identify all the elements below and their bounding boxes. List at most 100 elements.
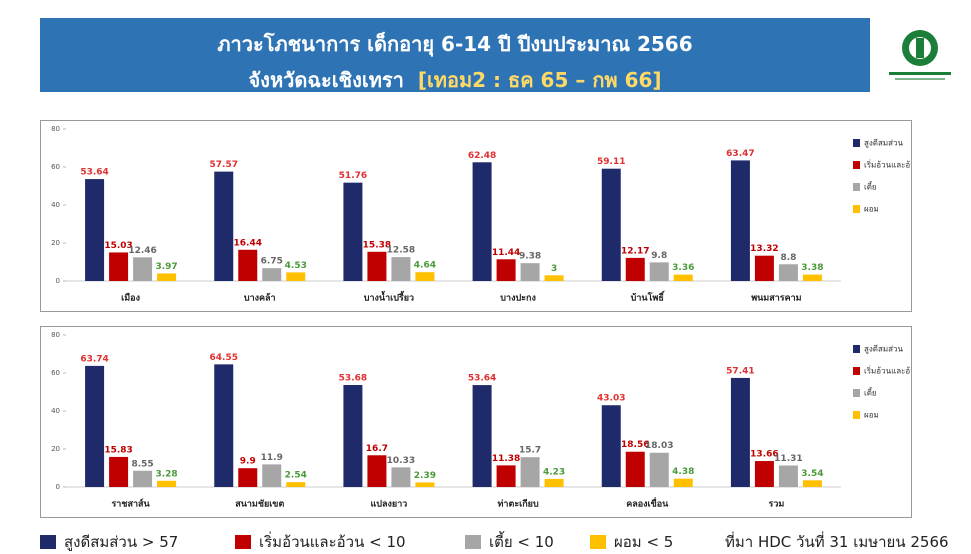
data-label: 3 — [551, 264, 557, 274]
subtitle: จังหวัดฉะเชิงเทรา — [248, 68, 404, 92]
period: [เทอม2 : ธค 65 – กพ 66] — [417, 68, 662, 92]
chart: 0 20 40 60 80 ราชสาส์น 63.74 15.83 8.553.28 สนามช… — [51, 331, 921, 510]
x-tick-label: เมือง — [121, 292, 140, 304]
footer-legend: ผอม < 5 — [614, 533, 674, 551]
subtitle-row: จังหวัดฉะเชิงเทรา [เทอม2 : ธค 65 – กพ 66… — [40, 64, 870, 96]
bar — [157, 480, 177, 487]
x-tick-label: สนามชัยเขต — [235, 499, 284, 510]
bar — [544, 275, 564, 281]
y-tick-label: 60 — [51, 369, 60, 377]
bar — [802, 274, 822, 281]
legend-swatch — [853, 205, 860, 213]
bar — [520, 457, 540, 487]
footer-item: ผอม < 5 — [590, 530, 673, 554]
data-label: 63.47 — [726, 149, 754, 159]
y-tick-label: 20 — [51, 239, 60, 247]
legend-label: เริ่มอ้วนและอ้วน — [864, 365, 911, 376]
bar — [802, 480, 822, 487]
data-label: 57.41 — [726, 366, 754, 376]
x-tick-label: รวม — [769, 500, 785, 510]
legend-label: เตี้ย — [864, 387, 877, 398]
data-label: 59.11 — [597, 157, 625, 167]
data-label: 3.38 — [801, 263, 823, 273]
data-label: 13.66 — [750, 450, 778, 460]
bar — [109, 456, 129, 487]
bar — [673, 478, 693, 487]
bar — [391, 467, 411, 487]
footer-legend: สูงดีสมส่วน > 57 — [64, 533, 179, 551]
bar — [778, 465, 798, 487]
footer-item: เตี้ย < 10 — [465, 530, 554, 554]
bar — [214, 171, 234, 281]
bar — [472, 162, 492, 281]
title-banner: ภาวะโภชนาการ เด็กอายุ 6-14 ปี ปีงบประมาณ… — [40, 18, 870, 92]
bar — [262, 268, 282, 281]
data-label: 51.76 — [339, 171, 367, 181]
bar — [415, 272, 435, 281]
data-label: 2.54 — [285, 471, 307, 481]
x-tick-label: บางปะกง — [500, 293, 536, 304]
bar — [496, 465, 516, 487]
bar — [754, 255, 774, 281]
bar — [625, 451, 645, 487]
bar — [214, 364, 234, 487]
bar — [673, 274, 693, 281]
data-label: 11.31 — [774, 454, 802, 464]
data-label: 9.38 — [519, 252, 541, 262]
bar — [238, 249, 258, 281]
chart-panel: 0 20 40 60 80 ราชสาส์น 63.74 15.83 8.55 3.28 สนามช… — [40, 326, 921, 518]
legend-swatch — [853, 411, 860, 419]
data-label: 15.83 — [104, 445, 132, 455]
data-label: 12.46 — [128, 246, 156, 256]
footer: สูงดีสมส่วน > 57 เริ่มอ้วนและอ้วน < 10 เ… — [10, 528, 970, 552]
bar — [391, 257, 411, 281]
data-label: 15.38 — [363, 240, 391, 250]
data-label: 43.03 — [597, 394, 625, 404]
bar — [367, 455, 387, 487]
bar — [286, 272, 306, 281]
data-label: 6.75 — [261, 257, 283, 267]
data-label: 62.48 — [468, 151, 496, 161]
bar — [415, 482, 435, 487]
data-label: 3.36 — [672, 263, 694, 273]
bar — [544, 478, 564, 487]
bar — [625, 257, 645, 281]
x-tick-label: ราชสาส์น — [111, 498, 150, 510]
bar — [238, 468, 258, 487]
data-label: 11.38 — [492, 454, 520, 464]
legend-swatch — [853, 389, 860, 397]
bar — [730, 377, 750, 487]
bar — [496, 259, 516, 281]
data-label: 4.64 — [414, 261, 436, 271]
data-label: 3.97 — [155, 262, 177, 272]
data-label: 12.17 — [621, 246, 649, 256]
chart-panel: 0 20 40 60 80 เมือง 53.64 15.03 12.46 3.97 บางคล้า… — [40, 120, 921, 312]
data-label: 13.32 — [750, 244, 778, 254]
legend-swatch — [853, 183, 860, 191]
data-label: 18.56 — [621, 440, 649, 450]
bar — [133, 470, 153, 487]
data-label: 3.54 — [801, 469, 823, 479]
data-label: 63.74 — [80, 354, 108, 364]
bar — [109, 252, 129, 281]
legend-swatch — [853, 345, 860, 353]
data-label: 53.64 — [80, 168, 108, 178]
x-tick-label: ท่าตะเกียบ — [497, 499, 538, 510]
bar — [754, 461, 774, 487]
bar — [133, 257, 153, 281]
bar — [343, 182, 363, 281]
bar — [367, 251, 387, 281]
data-label: 8.55 — [131, 459, 153, 469]
data-label: 2.39 — [414, 471, 436, 481]
y-tick-label: 40 — [51, 201, 60, 209]
data-label: 11.44 — [492, 248, 520, 258]
data-label: 18.03 — [645, 441, 673, 451]
x-tick-label: บางคล้า — [244, 293, 276, 304]
y-tick-label: 80 — [51, 331, 60, 339]
data-label: 15.03 — [104, 241, 132, 251]
legend-swatch — [853, 139, 860, 147]
bar — [778, 264, 798, 281]
data-label: 10.33 — [387, 456, 415, 466]
data-label: 57.57 — [210, 160, 238, 170]
